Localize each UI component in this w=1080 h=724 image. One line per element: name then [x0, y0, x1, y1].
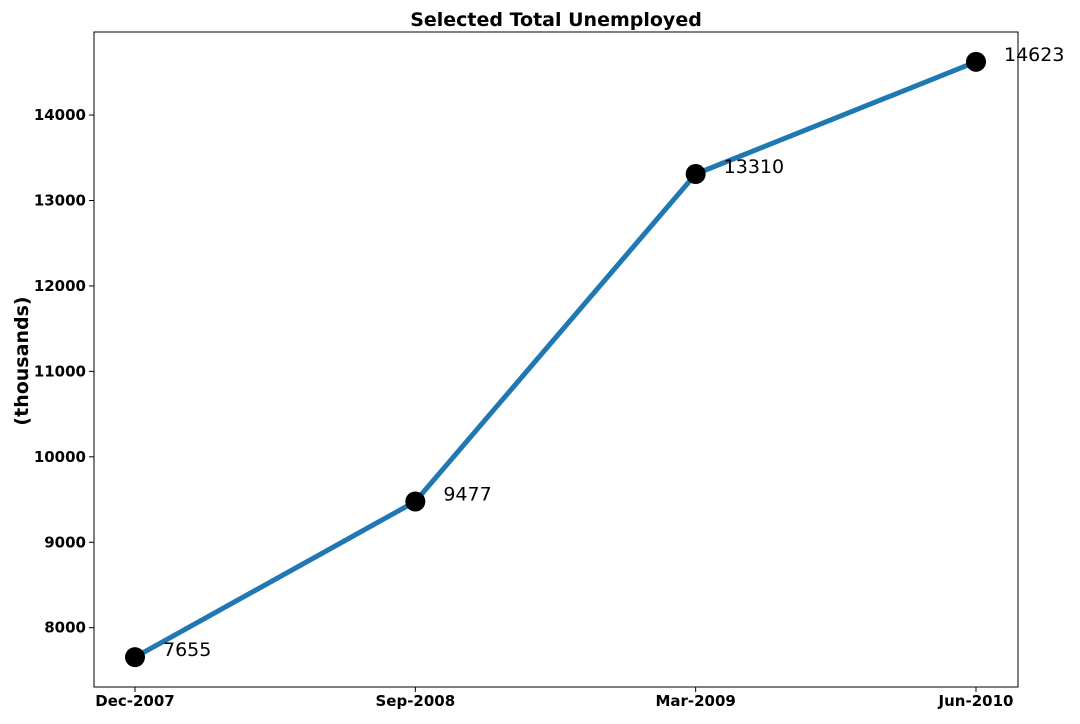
x-tick-label: Mar-2009: [655, 692, 735, 710]
series-line: [132, 59, 979, 660]
data-point: [966, 51, 986, 72]
y-axis-label: (thousands): [11, 296, 33, 425]
y-tick-label: 10000: [34, 448, 86, 466]
x-tick-label: Sep-2008: [375, 692, 455, 710]
data-point: [685, 164, 706, 185]
x-axis-ticks: Dec-2007 Sep-2008 Mar-2009 Jun-2010: [95, 687, 1013, 710]
x-tick-label: Jun-2010: [938, 692, 1014, 710]
data-point: [405, 491, 426, 512]
data-label: 13310: [724, 156, 784, 178]
data-labels: 7655 9477 13310 14623: [163, 44, 1064, 661]
data-point: [125, 647, 145, 668]
y-tick-label: 14000: [34, 106, 86, 124]
y-tick-label: 8000: [44, 619, 86, 637]
plot-area-frame: [93, 31, 1019, 688]
y-tick-label: 13000: [34, 191, 86, 209]
y-axis-ticks: 8000 9000 10000 11000 12000 13000 14000: [34, 106, 94, 637]
y-tick-label: 12000: [34, 277, 86, 295]
x-tick-label: Dec-2007: [95, 692, 175, 710]
y-tick-label: 9000: [44, 533, 86, 551]
data-label: 7655: [163, 639, 211, 661]
y-tick-label: 11000: [34, 362, 86, 380]
data-label: 14623: [1004, 44, 1064, 66]
chart-title: Selected Total Unemployed: [410, 9, 702, 31]
data-label: 9477: [443, 484, 491, 506]
series-layer: [125, 51, 986, 668]
